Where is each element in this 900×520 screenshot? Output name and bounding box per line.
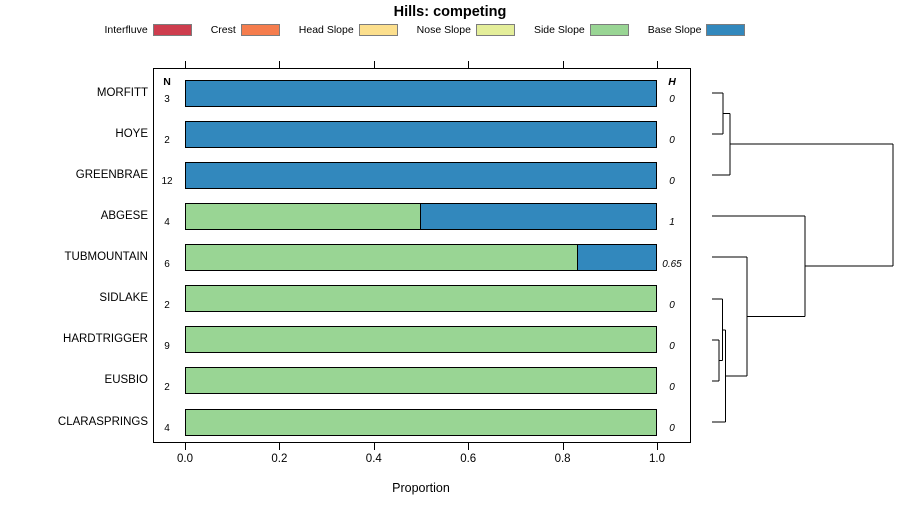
bar-row bbox=[185, 161, 657, 189]
legend: Interfluve Crest Head Slope Nose Slope Side … bbox=[40, 24, 810, 36]
legend-swatch bbox=[358, 24, 398, 36]
x-tick bbox=[279, 443, 281, 450]
row-label: TUBMOUNTAIN bbox=[64, 251, 148, 263]
n-value: 4 bbox=[164, 217, 170, 229]
chart-title: Hills: competing bbox=[393, 4, 507, 20]
h-value: 0 bbox=[669, 381, 675, 393]
legend-item: Head Slope bbox=[299, 24, 398, 36]
x-tick-top bbox=[185, 61, 186, 68]
legend-swatch bbox=[240, 24, 280, 36]
legend-label: Base Slope bbox=[647, 24, 702, 36]
x-tick bbox=[373, 443, 375, 450]
n-value: 3 bbox=[164, 94, 170, 105]
bar-segment bbox=[421, 202, 657, 230]
bar-segment bbox=[185, 244, 578, 271]
n-value: 4 bbox=[164, 423, 170, 434]
x-tick-top bbox=[562, 61, 564, 68]
h-value: 0 bbox=[669, 94, 675, 105]
x-tick bbox=[657, 443, 658, 450]
h-value: 1 bbox=[669, 217, 675, 229]
n-value: 2 bbox=[164, 299, 170, 311]
row-label: GREENBRAE bbox=[75, 168, 148, 181]
legend-label: Crest bbox=[210, 24, 236, 36]
legend-item: Side Slope bbox=[534, 24, 629, 36]
x-tick bbox=[562, 443, 564, 450]
bar-segment bbox=[185, 326, 657, 354]
row-label: HOYE bbox=[115, 127, 148, 140]
h-value: 0 bbox=[669, 299, 675, 311]
x-tick-label: 0.2 bbox=[271, 453, 288, 465]
n-value: 2 bbox=[164, 135, 170, 147]
x-tick-label: 0.8 bbox=[554, 453, 571, 465]
legend-label: Nose Slope bbox=[416, 24, 471, 36]
row-label: MORFITT bbox=[96, 86, 148, 99]
h-value: 0.65 bbox=[662, 258, 682, 270]
legend-label: Interfluve bbox=[104, 24, 148, 36]
bar-row bbox=[185, 408, 657, 436]
bar-segment bbox=[185, 79, 657, 107]
x-tick-top bbox=[657, 61, 658, 68]
bar-segment bbox=[185, 120, 657, 148]
n-value: 12 bbox=[161, 176, 173, 188]
h-column-header: H bbox=[668, 76, 676, 88]
x-tick-top bbox=[279, 61, 281, 68]
legend-swatch bbox=[475, 24, 515, 36]
bar-row bbox=[185, 79, 657, 107]
row-label: HARDTRIGGER bbox=[63, 333, 148, 346]
row-label: SIDLAKE bbox=[99, 292, 148, 305]
n-value: 6 bbox=[164, 258, 170, 270]
bar-segment bbox=[185, 367, 657, 395]
bar-segment bbox=[185, 202, 421, 230]
h-value: 0 bbox=[669, 423, 675, 434]
legend-item: Interfluve bbox=[105, 24, 192, 36]
row-label: ABGESE bbox=[100, 209, 148, 222]
bar-segment bbox=[185, 408, 657, 436]
legend-item: Base Slope bbox=[648, 24, 746, 36]
legend-swatch bbox=[152, 24, 192, 36]
legend-label: Side Slope bbox=[533, 24, 585, 36]
legend-swatch bbox=[706, 24, 746, 36]
n-value: 9 bbox=[164, 340, 170, 352]
x-tick-label: 1.0 bbox=[649, 453, 665, 465]
x-tick-label: 0.4 bbox=[365, 453, 382, 465]
legend-item: Crest bbox=[211, 24, 280, 36]
x-tick-label: 0.0 bbox=[177, 453, 193, 465]
bar-row bbox=[185, 244, 657, 271]
h-value: 0 bbox=[669, 135, 675, 147]
bar-segment bbox=[578, 244, 657, 271]
x-tick-label: 0.6 bbox=[460, 453, 477, 465]
n-column-header: N bbox=[163, 76, 171, 88]
bar-row bbox=[185, 326, 657, 354]
bar-row bbox=[185, 120, 657, 148]
legend-swatch bbox=[589, 24, 629, 36]
h-value: 0 bbox=[669, 340, 675, 352]
n-value: 2 bbox=[164, 381, 170, 393]
x-tick bbox=[468, 443, 470, 450]
bar-segment bbox=[185, 161, 657, 189]
legend-item: Nose Slope bbox=[417, 24, 515, 36]
x-axis-title: Proportion bbox=[392, 481, 450, 495]
row-label: CLARASPRINGS bbox=[57, 415, 148, 428]
legend-label: Head Slope bbox=[298, 24, 354, 36]
bar-row bbox=[185, 367, 657, 395]
x-tick bbox=[185, 443, 186, 450]
h-value: 0 bbox=[669, 176, 675, 188]
row-label: EUSBIO bbox=[104, 374, 148, 387]
x-tick-top bbox=[468, 61, 470, 68]
plot-area bbox=[153, 68, 691, 443]
x-tick-top bbox=[373, 61, 375, 68]
bar-row bbox=[185, 285, 657, 313]
bar-segment bbox=[185, 285, 657, 313]
bar-row bbox=[185, 202, 657, 230]
